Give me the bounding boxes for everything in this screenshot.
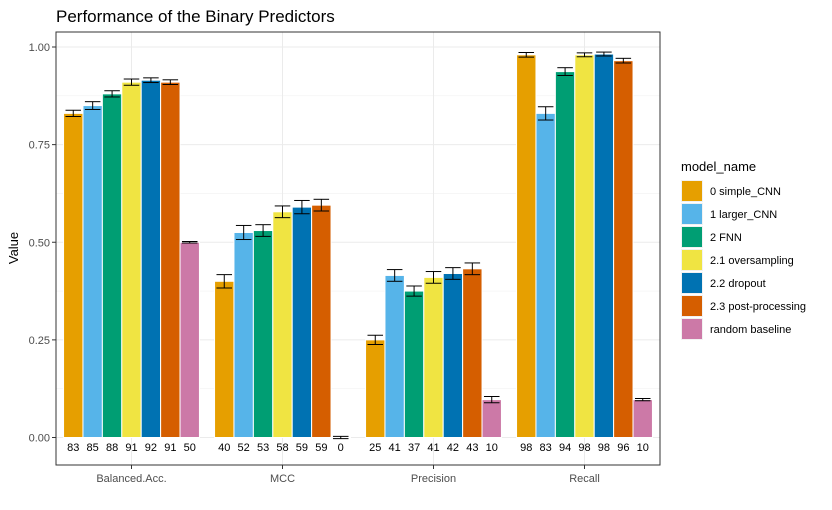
bar	[214, 280, 235, 438]
y-tick-label: 0.00	[29, 433, 50, 445]
x-tick-label: Balanced.Acc.	[96, 473, 166, 485]
data-label: 98	[520, 442, 532, 454]
data-label: 91	[125, 442, 137, 454]
data-label: 91	[164, 442, 176, 454]
chart-title: Performance of the Binary Predictors	[56, 7, 335, 26]
bar	[462, 268, 483, 438]
legend-swatch	[682, 227, 702, 247]
legend-swatch	[682, 296, 702, 316]
data-label: 10	[637, 442, 649, 454]
data-label: 94	[559, 442, 571, 454]
data-label: 10	[486, 442, 498, 454]
bar	[121, 81, 142, 439]
data-label: 88	[106, 442, 118, 454]
legend-swatch	[682, 319, 702, 339]
data-label: 53	[257, 442, 269, 454]
bar	[252, 230, 274, 438]
data-label: 37	[408, 442, 420, 454]
x-tick-label: Recall	[569, 473, 600, 485]
data-label: 41	[427, 442, 439, 454]
bar	[82, 105, 103, 438]
legend: model_name 0 simple_CNN 1 larger_CNN 2 FNN 2…	[681, 159, 806, 340]
data-label: 92	[145, 442, 157, 454]
legend-title: model_name	[681, 159, 756, 174]
bar	[632, 399, 653, 438]
bar	[291, 206, 313, 438]
data-label: 96	[617, 442, 629, 454]
data-label: 0	[338, 442, 344, 454]
y-tick-label: 0.75	[29, 140, 50, 152]
legend-label: 2.1 oversampling	[710, 255, 794, 267]
data-label: 59	[315, 442, 327, 454]
bar	[365, 339, 386, 438]
y-tick-label: 0.50	[29, 237, 50, 249]
bar	[535, 112, 556, 438]
bar	[311, 204, 332, 438]
bar	[554, 71, 576, 438]
data-label: 83	[540, 442, 552, 454]
bar	[442, 272, 464, 438]
y-axis-title: Value	[6, 232, 21, 264]
data-label: 40	[218, 442, 230, 454]
legend-swatch	[682, 181, 702, 201]
bar	[101, 93, 123, 439]
legend-label: 2.3 post-processing	[710, 301, 806, 313]
panel-border	[55, 31, 661, 466]
data-label: 43	[466, 442, 478, 454]
data-label: 98	[598, 442, 610, 454]
data-label: 42	[447, 442, 459, 454]
legend-swatch	[682, 250, 702, 270]
bar	[613, 60, 634, 438]
data-label: 58	[276, 442, 288, 454]
bar	[179, 241, 200, 438]
bar	[574, 54, 595, 439]
y-tick-label: 0.25	[29, 335, 50, 347]
y-tick-label: 1.00	[29, 42, 50, 54]
bar	[481, 399, 502, 438]
bar	[233, 231, 254, 438]
bar	[593, 53, 615, 439]
bar	[272, 211, 293, 438]
legend-label: 0 simple_CNN	[710, 186, 781, 198]
data-label: 41	[389, 442, 401, 454]
data-label: 25	[369, 442, 381, 454]
bar	[384, 274, 405, 438]
bar	[403, 290, 425, 438]
bar	[160, 81, 181, 439]
bar	[63, 112, 84, 438]
data-label: 52	[238, 442, 250, 454]
legend-swatch	[682, 273, 702, 293]
legend-label: random baseline	[710, 324, 791, 336]
legend-label: 2.2 dropout	[710, 278, 766, 290]
x-tick-label: Precision	[411, 473, 456, 485]
plot-area: 0.00 0.25 0.50 0.75 1.00 Balanced.Acc. MCC Prec…	[29, 31, 661, 485]
x-tick-label: MCC	[270, 473, 295, 485]
data-label: 85	[87, 442, 99, 454]
data-label: 59	[296, 442, 308, 454]
legend-swatch	[682, 204, 702, 224]
data-label: 50	[184, 442, 196, 454]
data-label: 98	[578, 442, 590, 454]
bar	[140, 79, 162, 438]
legend-label: 2 FNN	[710, 232, 742, 244]
bar	[516, 54, 537, 439]
data-label: 83	[67, 442, 79, 454]
legend-label: 1 larger_CNN	[710, 209, 777, 221]
bar	[423, 276, 444, 438]
